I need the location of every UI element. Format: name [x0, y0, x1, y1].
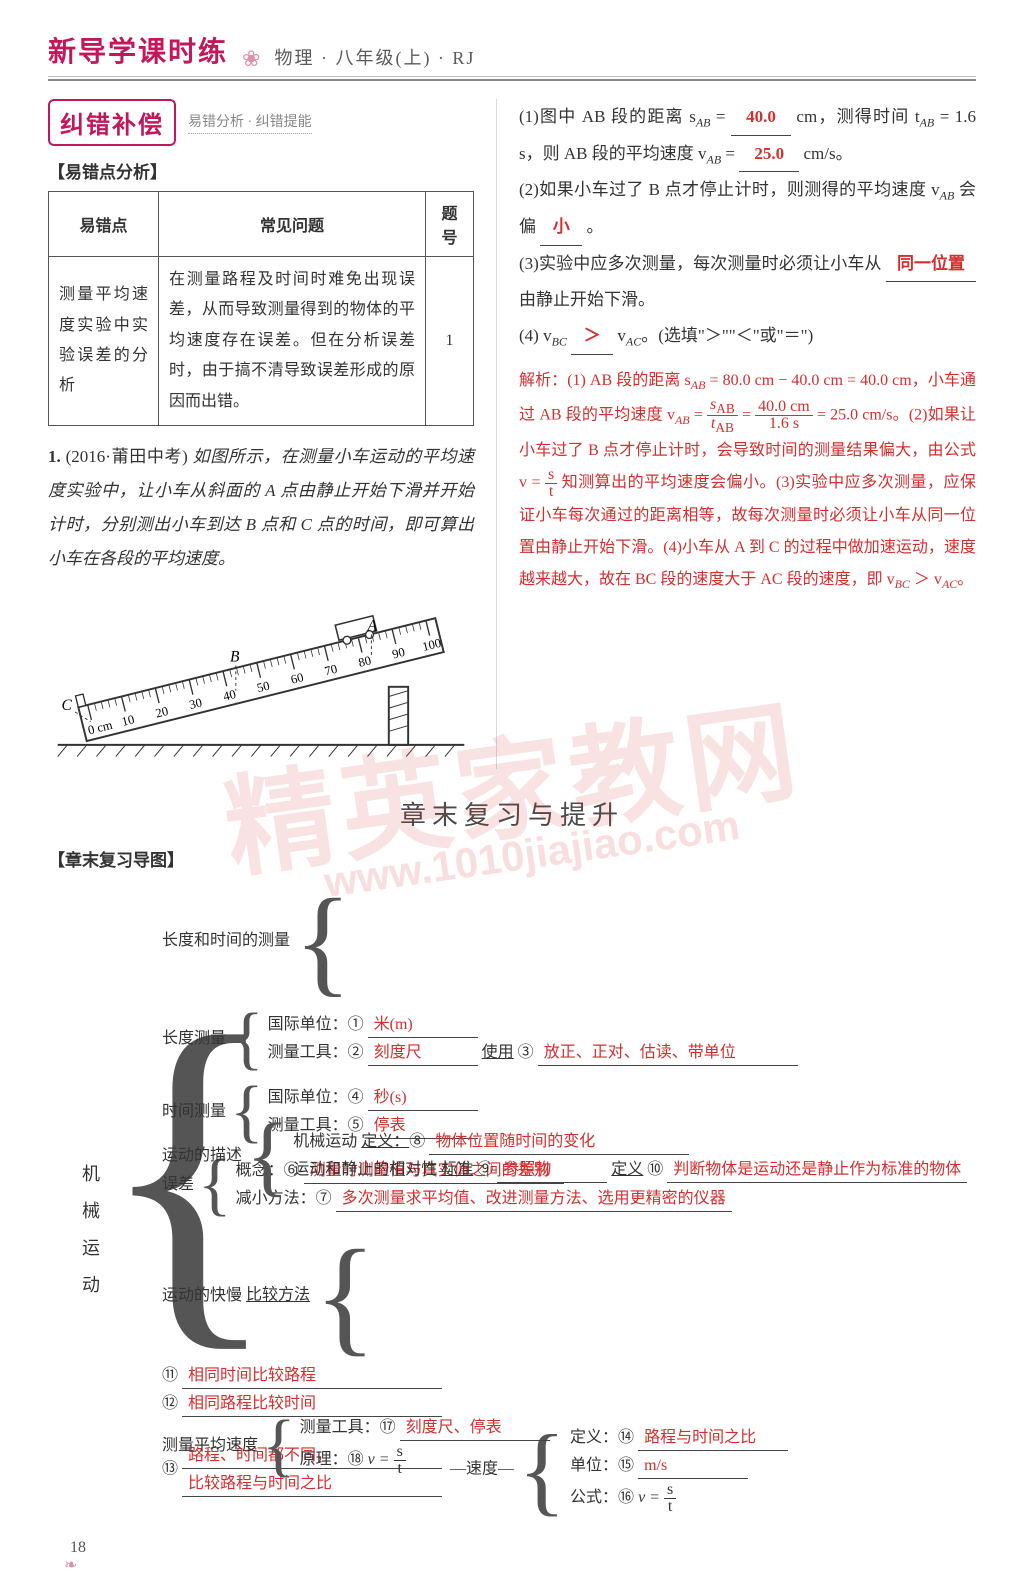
- blank-2: 刻度尺: [368, 1041, 478, 1066]
- subject-label: 物理 · 八年级(上) · RJ: [274, 44, 475, 70]
- blank-9: 参照物: [497, 1158, 607, 1183]
- blank-4: 秒(s): [368, 1086, 478, 1111]
- brace-icon: {: [246, 1111, 289, 1201]
- th-issue: 常见问题: [159, 192, 426, 257]
- svg-text:B: B: [230, 649, 240, 666]
- blank-q4: ＞: [571, 318, 613, 355]
- corner-ornament-icon: ❧: [64, 1555, 77, 1575]
- th-point: 易错点: [49, 192, 159, 257]
- incline-ruler-diagram: 0 cm 10 20 30 40 50 60 70 80 90 100: [48, 590, 474, 769]
- blank-10: 判断物体是运动还是静止作为标准的物体: [667, 1158, 967, 1183]
- explanation: 解析：(1) AB 段的距离 sAB = 80.0 cm − 40.0 cm =…: [519, 365, 976, 596]
- brace-icon: {: [314, 1231, 376, 1361]
- g2-label: 运动的描述: [162, 1144, 242, 1168]
- right-column: (1)图中 AB 段的距离 sAB = 40.0 cm，测得时间 tAB = 1…: [496, 99, 976, 769]
- error-table: 易错点 常见问题 题号 测量平均速度实验中实验误差的分析 在测量路程及时间时难免…: [48, 191, 474, 426]
- td-point: 测量平均速度实验中实验误差的分析: [49, 257, 159, 426]
- g1-label: 长度和时间的测量: [162, 929, 290, 953]
- th-num: 题号: [426, 192, 474, 257]
- g3-label: 运动的快慢: [162, 1284, 242, 1308]
- blank-15: m/s: [638, 1454, 748, 1479]
- error-badge-subtitle: 易错分析 · 纠错提能: [188, 111, 312, 134]
- error-badge: 纠错补偿: [48, 99, 176, 146]
- svg-text:C: C: [62, 697, 73, 714]
- brace-icon: {: [294, 881, 352, 1001]
- blank-q2: 小: [540, 209, 582, 246]
- blank-1: 米(m): [368, 1013, 478, 1038]
- mind-map: 机械运动 { 长度和时间的测量 { 长度测量 { 国际单位：① 米(m) 测量工…: [82, 881, 976, 1521]
- problem-source: (2016·莆田中考): [66, 447, 188, 466]
- g1-len-label: 长度测量: [162, 1027, 226, 1051]
- td-issue: 在测量路程及时间时难免出现误差，从而导致测量得到的物体的平均速度存在误差。但在分…: [159, 257, 426, 426]
- header-rule-thin: [48, 76, 976, 77]
- left-column: 纠错补偿 易错分析 · 纠错提能 【易错点分析】 易错点 常见问题 题号 测量平…: [48, 99, 496, 769]
- brace-icon: {: [262, 1411, 296, 1481]
- blank-q1-distance: 40.0: [731, 99, 791, 136]
- review-map-heading: 【章末复习导图】: [48, 846, 976, 871]
- chapter-review-title: 章末复习与提升: [48, 795, 976, 832]
- answer-q3: (3)实验中应多次测量，每次测量时必须让小车从 同一位置 由静止开始下滑。: [519, 246, 976, 318]
- answer-q2: (2)如果小车过了 B 点才停止计时，则测得的平均速度 vAB 会偏 小 。: [519, 172, 976, 245]
- svg-text:A: A: [366, 618, 377, 635]
- g3-cmp-label: 比较方法: [246, 1287, 310, 1304]
- ornament-icon: ❀: [242, 48, 260, 70]
- g4-label: 测量平均速度: [162, 1434, 258, 1458]
- problem-number: 1.: [48, 447, 61, 466]
- error-analysis-heading: 【易错点分析】: [48, 158, 474, 183]
- blank-3: 放正、正对、估读、带单位: [538, 1041, 798, 1066]
- header-rule-thick: [48, 79, 976, 81]
- td-num: 1: [426, 257, 474, 426]
- brace-icon: {: [230, 1004, 264, 1074]
- page-header: 新导学课时练 ❀ 物理 · 八年级(上) · RJ: [48, 30, 976, 70]
- blank-q1-speed: 25.0: [739, 136, 799, 173]
- book-title: 新导学课时练: [48, 30, 228, 70]
- problem-1: 1. (2016·莆田中考) 如图所示，在测量小车运动的平均速度实验中，让小车从…: [48, 440, 474, 576]
- blank-8: 物体位置随时间的变化: [429, 1130, 689, 1155]
- blank-11: 相同时间比较路程: [182, 1364, 442, 1389]
- answer-q4: (4) vBC ＞ vAC。(选填"＞""＜"或"＝"): [519, 318, 976, 355]
- answer-q1: (1)图中 AB 段的距离 sAB = 40.0 cm，测得时间 tAB = 1…: [519, 99, 976, 172]
- blank-14: 路程与时间之比: [638, 1426, 788, 1451]
- blank-q3: 同一位置: [886, 246, 976, 283]
- blank-17: 刻度尺、停表: [400, 1416, 550, 1441]
